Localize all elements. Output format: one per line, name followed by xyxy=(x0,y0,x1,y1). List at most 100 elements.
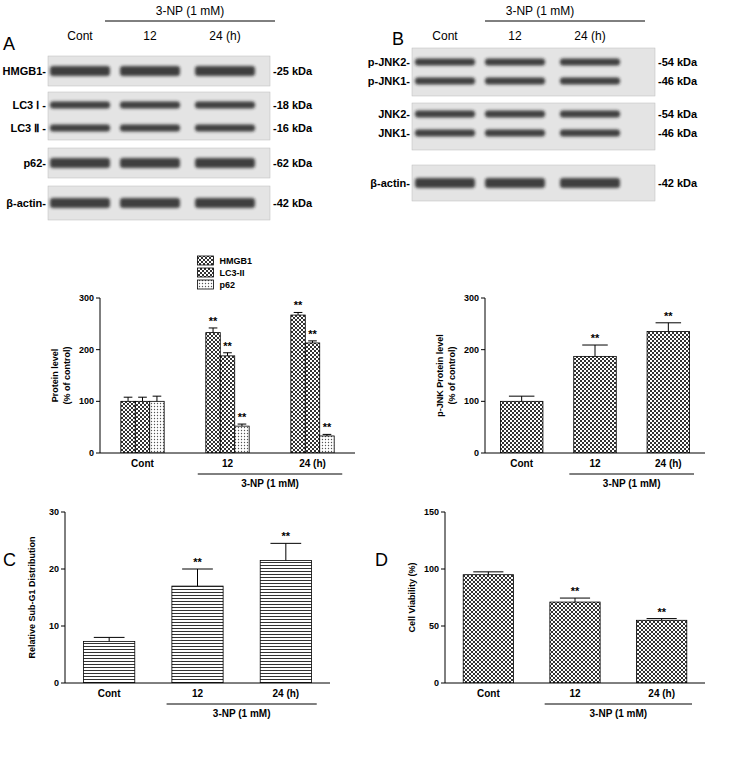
band-label: β-actin- xyxy=(6,197,46,209)
legend-label: LC3-II xyxy=(220,268,245,278)
error-cap xyxy=(94,637,125,638)
blot-band xyxy=(195,66,255,76)
bar xyxy=(637,620,687,683)
error-bar xyxy=(323,434,332,436)
x-axis-label: 3-NP (1 mM) xyxy=(241,478,299,489)
bar xyxy=(291,315,305,453)
blot-band xyxy=(195,125,255,132)
bar xyxy=(220,356,234,453)
group-line xyxy=(198,474,343,475)
y-axis-label: (% of control) xyxy=(447,347,457,405)
error-cap xyxy=(473,571,503,572)
error-bar xyxy=(647,619,677,621)
bars xyxy=(121,312,334,453)
lane-label: Cont xyxy=(67,29,93,43)
category-label: 12 xyxy=(222,458,234,469)
blot-membrane xyxy=(48,148,270,178)
blot-band xyxy=(120,158,180,168)
y-tick xyxy=(481,401,485,402)
bar xyxy=(463,575,513,683)
legend-label: HMGB1 xyxy=(220,256,253,266)
blot-band xyxy=(485,59,545,66)
blot-band xyxy=(120,125,180,132)
y-tick-label: 0 xyxy=(54,678,59,688)
x-axis xyxy=(65,683,330,684)
blot-title: 3-NP (1 mM) xyxy=(506,4,574,18)
band-label: HMGB1- xyxy=(3,65,47,77)
y-tick-label: 100 xyxy=(424,564,439,574)
error-cap xyxy=(238,424,247,425)
bar xyxy=(135,401,149,453)
blot-band xyxy=(415,178,475,188)
error-stem xyxy=(197,569,198,586)
labels: **** xyxy=(571,585,667,618)
error-cap xyxy=(308,340,317,341)
band-label: p62- xyxy=(23,157,46,169)
labels: ************ xyxy=(209,299,332,433)
group-line xyxy=(545,704,692,705)
x-axis xyxy=(100,453,355,454)
error-stem xyxy=(142,397,143,401)
kda-label: -46 kDa xyxy=(658,75,698,87)
bar xyxy=(121,401,135,453)
category-label: 24 (h) xyxy=(272,688,299,699)
y-tick-label: 50 xyxy=(429,621,439,631)
y-axis-label: Protein level xyxy=(50,349,60,403)
blot-row: β-actin--42 kDa xyxy=(6,186,313,220)
error-cap xyxy=(270,543,301,544)
y-tick xyxy=(481,349,485,350)
bar xyxy=(320,436,334,453)
bar xyxy=(574,356,617,453)
legend-swatch xyxy=(198,256,214,265)
error-stem xyxy=(668,323,669,332)
blot-row: HMGB1--25 kDa xyxy=(3,56,313,86)
x-axis-label: 3-NP (1 mM) xyxy=(213,708,271,719)
significance: ** xyxy=(223,340,232,352)
y-axis-label: (% of control) xyxy=(62,347,72,405)
blot-membrane xyxy=(48,56,270,86)
bar xyxy=(550,602,600,683)
chart: ****050100150Cont1224 (h)3-NP (1 mM)Cell… xyxy=(407,507,705,719)
blot-band xyxy=(50,102,110,109)
blot-band xyxy=(560,130,620,137)
category-label: 12 xyxy=(589,458,601,469)
y-tick xyxy=(481,298,485,299)
error-cap xyxy=(560,598,590,599)
significance: ** xyxy=(238,411,247,423)
bar xyxy=(260,560,311,683)
y-tick-label: 200 xyxy=(79,345,94,355)
blot-membrane xyxy=(412,103,655,150)
bar xyxy=(84,641,135,683)
category-label: 24 (h) xyxy=(655,458,682,469)
error-cap xyxy=(153,396,162,397)
error-cap xyxy=(582,345,608,346)
bar xyxy=(305,343,319,453)
category-label: Cont xyxy=(477,688,500,699)
significance: ** xyxy=(591,332,600,344)
blot-band xyxy=(560,78,620,85)
blot-band xyxy=(50,158,110,168)
error-bar xyxy=(509,396,535,401)
error-bar xyxy=(223,353,232,356)
error-bar xyxy=(209,328,218,333)
y-tick xyxy=(61,626,65,627)
panel-label: C xyxy=(3,550,16,570)
y-axis-label: p-JNK Protein level xyxy=(435,334,445,417)
blot-band xyxy=(50,66,110,76)
error-cap xyxy=(124,397,133,398)
error-stem xyxy=(595,345,596,356)
y-tick-label: 30 xyxy=(49,507,59,517)
blot-row: JNK2--54 kDaJNK1--46 kDa xyxy=(378,103,698,150)
error-cap xyxy=(182,569,213,570)
significance: ** xyxy=(664,310,673,322)
blot-band xyxy=(120,102,180,109)
bars xyxy=(463,572,687,683)
significance: ** xyxy=(282,530,291,542)
error-bar xyxy=(270,543,301,560)
x-axis xyxy=(445,683,705,684)
bar xyxy=(172,586,223,683)
blot-title: 3-NP (1 mM) xyxy=(156,4,224,18)
y-tick-label: 100 xyxy=(464,396,479,406)
error-stem xyxy=(156,396,157,401)
band-label: LC3 Ⅱ - xyxy=(10,122,46,134)
